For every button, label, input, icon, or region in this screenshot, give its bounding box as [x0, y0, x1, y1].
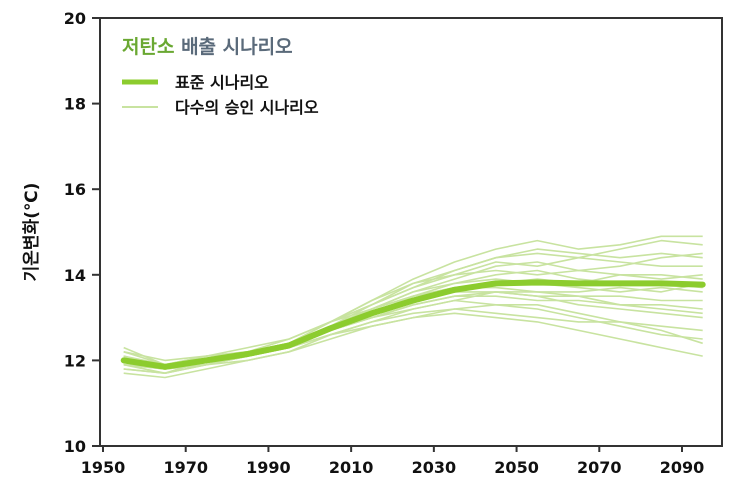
ensemble-lines — [123, 235, 703, 379]
x-tick-label: 2030 — [412, 458, 457, 477]
y-axis-label: 기온변화(℃) — [22, 183, 42, 282]
y-tick-label: 20 — [64, 9, 86, 28]
chart-title: 저탄소 배출 시나리오 — [122, 36, 293, 58]
y-tick-label: 10 — [64, 437, 86, 456]
ensemble-series-line — [123, 239, 703, 374]
main-series-line — [120, 279, 706, 370]
x-tick-label: 2070 — [577, 458, 622, 477]
legend-ensemble-label: 다수의 승인 시나리오 — [175, 98, 319, 117]
legend-main-label: 표준 시나리오 — [175, 73, 269, 92]
ensemble-series-line — [123, 252, 703, 370]
y-tick-label: 16 — [64, 180, 86, 199]
x-tick-label: 1990 — [246, 458, 291, 477]
y-tick-label: 14 — [64, 266, 86, 285]
x-tick-label: 2090 — [660, 458, 705, 477]
ensemble-series-line — [123, 291, 703, 374]
title-part-scenario: 배출 시나리오 — [181, 36, 293, 58]
ensemble-series-line — [123, 308, 703, 379]
plot-frame — [99, 17, 723, 447]
ensemble-series-line — [123, 256, 703, 362]
x-tick-label: 2010 — [329, 458, 374, 477]
title-part-low-carbon: 저탄소 — [122, 36, 174, 58]
ensemble-series-line — [123, 304, 703, 370]
y-tick-label: 18 — [64, 95, 86, 114]
x-tick-label: 2050 — [494, 458, 539, 477]
y-tick-label: 12 — [64, 351, 86, 370]
x-tick-label: 1950 — [81, 458, 126, 477]
x-tick-label: 1970 — [163, 458, 208, 477]
